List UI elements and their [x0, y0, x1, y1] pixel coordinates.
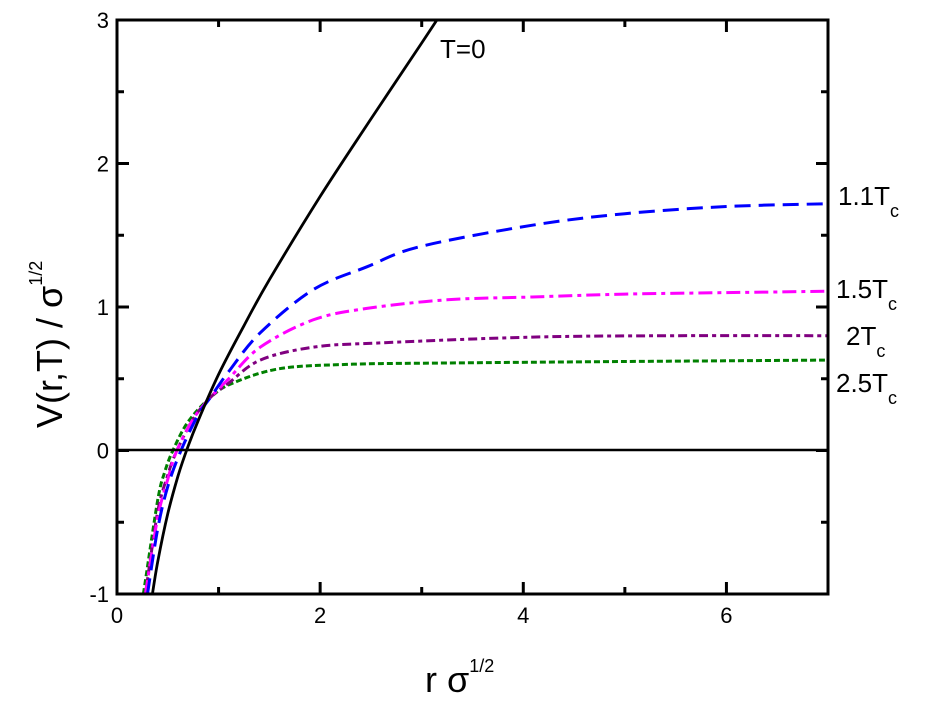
y-tick-label: 3 — [97, 8, 109, 33]
series-line-2-5tc — [141, 358, 828, 594]
x-tick-label: 2 — [314, 603, 326, 628]
series-line-2tc — [143, 334, 828, 594]
y-tick-label: 0 — [97, 439, 109, 464]
x-tick-label: 0 — [111, 603, 123, 628]
plot-frame — [115, 18, 830, 596]
y-tick-label: 2 — [97, 152, 109, 177]
curve-label: 2.5Tc — [836, 368, 897, 408]
series-line-t-0 — [151, 20, 439, 594]
x-tick-label: 4 — [517, 603, 529, 628]
curve-label: T=0 — [440, 34, 486, 64]
y-tick-label: 1 — [97, 295, 109, 320]
y-axis-title: V(r,T) / σ1/2 — [26, 261, 70, 428]
series-layer — [141, 20, 828, 594]
curve-labels: T=0 1.1Tc 1.5Tc 2Tc 2.5Tc — [440, 34, 899, 408]
ticks-layer — [115, 18, 830, 596]
series-line-1-5tc — [143, 289, 828, 594]
y-tick-label: -1 — [89, 582, 109, 607]
curve-label: 1.1Tc — [838, 181, 899, 221]
curve-label: 1.5Tc — [836, 274, 897, 314]
series-line-1-1tc — [146, 202, 828, 594]
x-tick-label: 6 — [720, 603, 732, 628]
curve-label: 2Tc — [846, 321, 885, 361]
x-axis-title: r σ1/2 — [425, 656, 494, 700]
